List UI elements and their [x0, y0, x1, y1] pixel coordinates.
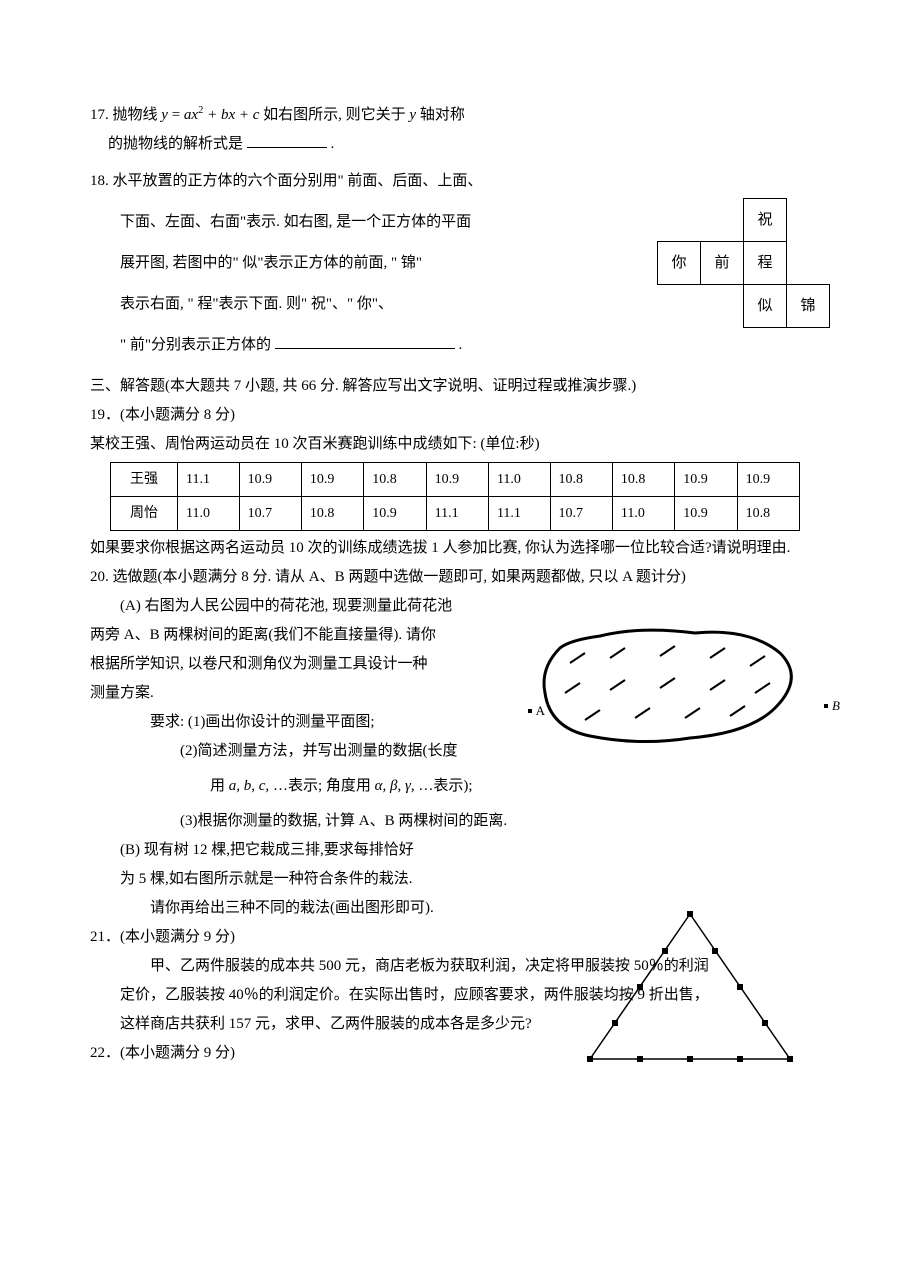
- q18-l3: 展开图, 若图中的" 似"表示正方体的前面, " 锦": [120, 250, 610, 277]
- q17-y: y: [161, 107, 168, 123]
- q17-mid: 如右图所示, 则它关于: [263, 107, 409, 123]
- val-cell: 11.0: [488, 463, 550, 497]
- net-cell: 你: [658, 242, 701, 285]
- question-21: 21．(本小题满分 9 分) 甲、乙两件服装的成本共 500 元，商店老板为获取…: [90, 924, 830, 1038]
- q20-B1: (B) 现有树 12 棵,把它栽成三排,要求每排恰好: [120, 837, 830, 864]
- val-cell: 10.8: [737, 497, 799, 531]
- val-cell: 11.0: [612, 497, 674, 531]
- net-empty: [701, 199, 744, 242]
- q17-suffix: 轴对称: [420, 107, 465, 123]
- net-cell: 锦: [787, 285, 830, 328]
- q17-bxc: + bx + c: [207, 107, 259, 123]
- q20-head: 20. 选做题(本小题满分 8 分. 请从 A、B 两题中选做一题即可, 如果两…: [90, 564, 830, 591]
- q18-l4: 表示右面, " 程"表示下面. 则" 祝"、" 你"、: [120, 291, 610, 318]
- table-row: 王强 11.1 10.9 10.9 10.8 10.9 11.0 10.8 10…: [111, 463, 800, 497]
- q17-l2-pre: 的抛物线的解析式是: [108, 136, 243, 152]
- q19-head: 19．(本小题满分 8 分): [90, 402, 830, 429]
- q20-req2-mid-pre: 用: [210, 778, 229, 794]
- q19-table: 王强 11.1 10.9 10.9 10.8 10.9 11.0 10.8 10…: [110, 462, 800, 531]
- point-B: B: [824, 694, 840, 717]
- q19-intro: 某校王强、周怡两运动员在 10 次百米赛跑训练中成绩如下: (单位:秒): [90, 431, 830, 458]
- val-cell: 10.9: [239, 463, 301, 497]
- net-empty: [658, 199, 701, 242]
- section3-title: 三、解答题(本大题共 7 小题, 共 66 分. 解答应写出文字说明、证明过程或…: [90, 373, 830, 400]
- q17-sup2: 2: [198, 105, 203, 116]
- q17-eq: =: [172, 107, 184, 123]
- val-cell: 11.1: [178, 463, 240, 497]
- net-cell: 前: [701, 242, 744, 285]
- val-cell: 10.9: [737, 463, 799, 497]
- question-18: 18. 水平放置的正方体的六个面分别用" 前面、后面、上面、 下面、左面、右面"…: [90, 168, 830, 359]
- q17-prefix: 17. 抛物线: [90, 107, 161, 123]
- q20-dots1: …表示; 角度用: [273, 778, 375, 794]
- val-cell: 11.0: [178, 497, 240, 531]
- val-cell: 10.9: [301, 463, 363, 497]
- q18-l1: 18. 水平放置的正方体的六个面分别用" 前面、后面、上面、: [90, 168, 610, 195]
- q18-text: 18. 水平放置的正方体的六个面分别用" 前面、后面、上面、 下面、左面、右面"…: [90, 168, 610, 359]
- table-row: 周怡 11.0 10.7 10.8 10.9 11.1 11.1 10.7 11…: [111, 497, 800, 531]
- val-cell: 10.9: [675, 463, 737, 497]
- q18-l5: " 前"分别表示正方体的 .: [120, 332, 610, 359]
- question-20: 20. 选做题(本小题满分 8 分. 请从 A、B 两题中选做一题即可, 如果两…: [90, 564, 830, 922]
- net-cell: 祝: [744, 199, 787, 242]
- val-cell: 10.8: [550, 463, 612, 497]
- q18-l2: 下面、左面、右面"表示. 如右图, 是一个正方体的平面: [120, 209, 610, 236]
- q20-req2b: 用 a, b, c, …表示; 角度用 α, β, γ, …表示);: [210, 773, 830, 800]
- net-empty: [787, 242, 830, 285]
- val-cell: 11.1: [426, 497, 488, 531]
- cube-net-diagram: 祝 你 前 程 似 锦: [657, 198, 830, 328]
- q17-line1: 17. 抛物线 y = ax2 + bx + c 如右图所示, 则它关于 y 轴…: [90, 102, 830, 129]
- q17-blank: [247, 132, 327, 148]
- q18-l5-pre: " 前"分别表示正方体的: [120, 337, 271, 353]
- q20-B2: 为 5 棵,如右图所示就是一种符合条件的栽法.: [120, 866, 830, 893]
- q20-abc: a, b, c,: [229, 778, 273, 794]
- point-A: A: [528, 699, 545, 722]
- question-17: 17. 抛物线 y = ax2 + bx + c 如右图所示, 则它关于 y 轴…: [90, 102, 830, 158]
- net-empty: [658, 285, 701, 328]
- q20-greek: α, β, γ,: [375, 778, 419, 794]
- q20-req3: (3)根据你测量的数据, 计算 A、B 两棵树间的距离.: [180, 808, 830, 835]
- net-empty: [701, 285, 744, 328]
- q17-line2: 的抛物线的解析式是 .: [108, 131, 830, 158]
- val-cell: 10.7: [239, 497, 301, 531]
- q20-A1: (A) 右图为人民公园中的荷花池, 现要测量此荷花池: [120, 593, 830, 620]
- question-19: 19．(本小题满分 8 分) 某校王强、周怡两运动员在 10 次百米赛跑训练中成…: [90, 402, 830, 562]
- val-cell: 11.1: [488, 497, 550, 531]
- q17-ax: ax: [184, 107, 198, 123]
- q17-y2: y: [409, 107, 416, 123]
- val-cell: 10.8: [364, 463, 426, 497]
- val-cell: 10.9: [426, 463, 488, 497]
- pond-diagram: [520, 618, 820, 768]
- triangle-diagram: [570, 904, 810, 1074]
- val-cell: 10.8: [301, 497, 363, 531]
- net-cell: 程: [744, 242, 787, 285]
- q20-dots2: …表示);: [418, 778, 472, 794]
- val-cell: 10.8: [612, 463, 674, 497]
- q18-blank: [275, 333, 455, 349]
- q19-after: 如果要求你根据这两名运动员 10 次的训练成绩选拔 1 人参加比赛, 你认为选择…: [90, 535, 830, 562]
- net-cell: 似: [744, 285, 787, 328]
- val-cell: 10.9: [675, 497, 737, 531]
- q17-l2-post: .: [331, 136, 335, 152]
- val-cell: 10.9: [364, 497, 426, 531]
- name-cell: 王强: [111, 463, 178, 497]
- val-cell: 10.7: [550, 497, 612, 531]
- name-cell: 周怡: [111, 497, 178, 531]
- net-empty: [787, 199, 830, 242]
- q18-l5-post: .: [459, 337, 463, 353]
